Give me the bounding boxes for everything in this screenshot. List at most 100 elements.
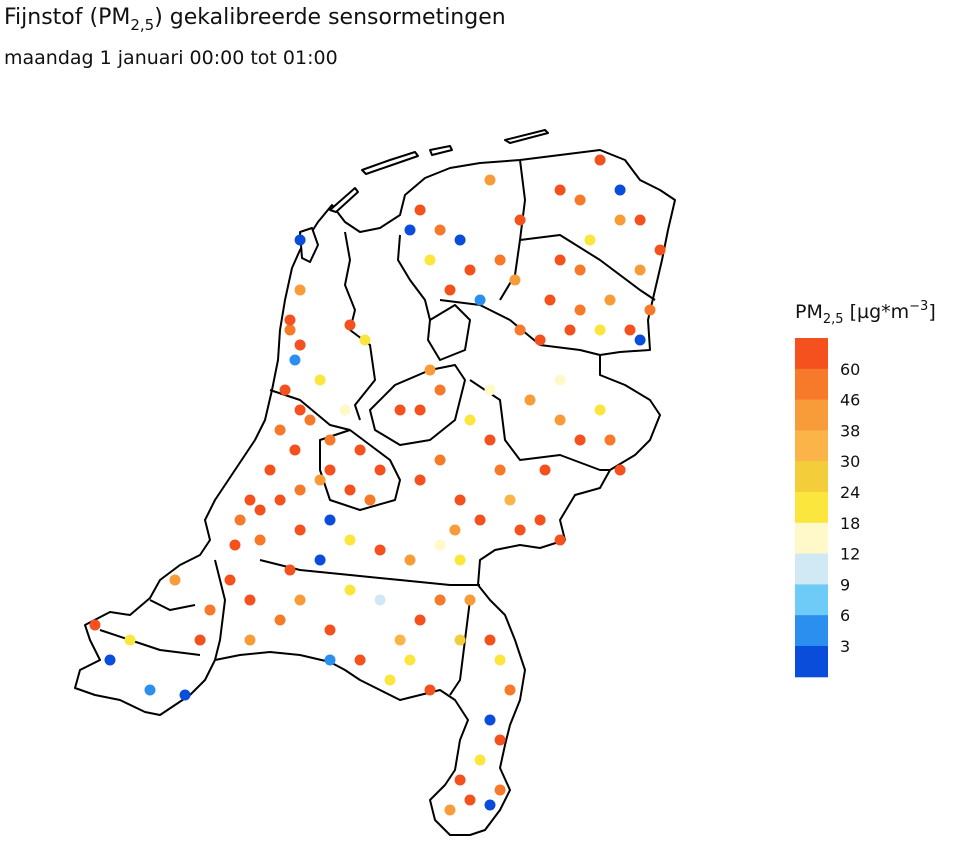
sensor-dot	[574, 194, 586, 206]
legend-band	[795, 553, 828, 585]
sensor-dot	[294, 404, 306, 416]
sensor-dot	[634, 214, 646, 226]
sensor-dot	[484, 434, 496, 446]
sensor-dot	[344, 584, 356, 596]
legend-band	[795, 368, 828, 401]
sensor-dot	[284, 314, 296, 326]
sensor-dot	[474, 294, 486, 306]
sensor-dot	[484, 634, 496, 646]
legend-tick-label: 60	[840, 360, 860, 379]
sensor-dot	[324, 654, 336, 666]
sensor-dot	[504, 684, 516, 696]
legend-band	[795, 492, 828, 524]
sensor-dot	[314, 554, 326, 566]
legend-title-subscript: 2,5	[823, 312, 844, 327]
sensor-dot	[554, 414, 566, 426]
sensor-dot	[254, 504, 266, 516]
sensor-dot	[454, 774, 466, 786]
sensor-dot	[289, 444, 301, 456]
sensor-dot	[594, 154, 606, 166]
sensor-dot	[244, 494, 256, 506]
legend-band	[795, 338, 828, 370]
sensor-dot	[574, 434, 586, 446]
sensor-dot	[454, 234, 466, 246]
province-border	[439, 299, 601, 356]
legend-band	[795, 461, 828, 493]
sensor-dot	[554, 534, 566, 546]
sensor-dot	[374, 594, 386, 606]
island	[299, 227, 319, 263]
legend-tick-label: 9	[840, 575, 850, 594]
province-border	[319, 429, 401, 511]
sensor-dot	[344, 319, 356, 331]
province-border	[449, 599, 471, 696]
legend-band	[795, 430, 828, 462]
sensor-dot	[304, 414, 316, 426]
sensor-dot	[144, 684, 156, 696]
sensor-dot	[344, 484, 356, 496]
sensor-dot	[314, 374, 326, 386]
water-channel	[99, 629, 201, 656]
sensor-dot	[414, 404, 426, 416]
legend-tick-label: 6	[840, 606, 850, 625]
sensor-dot	[374, 464, 386, 476]
sensor-dot	[204, 604, 216, 616]
subtitle: maandag 1 januari 00:00 tot 01:00	[4, 47, 338, 69]
sensor-dot	[404, 654, 416, 666]
sensor-dot	[464, 414, 476, 426]
sensor-dot	[374, 544, 386, 556]
sensor-dot	[434, 384, 446, 396]
province-border	[469, 379, 610, 471]
legend-tick-label: 12	[840, 545, 860, 564]
sensor-dot	[434, 539, 446, 551]
sensor-dot	[124, 634, 136, 646]
sensor-dot	[604, 434, 616, 446]
sensor-dot	[484, 174, 496, 186]
sensor-dot	[494, 464, 506, 476]
sensor-dot	[554, 374, 566, 386]
legend: 60 46 38 30 24 18 12 9 6 3	[795, 338, 860, 678]
sensor-dot	[424, 364, 436, 376]
sensor-dot	[494, 654, 506, 666]
sensor-dot	[89, 619, 101, 631]
sensor-dot	[244, 594, 256, 606]
legend-title-superscript: −3	[909, 299, 928, 314]
sensor-dot	[464, 594, 476, 606]
sensor-dot	[474, 754, 486, 766]
sensor-dot	[324, 514, 336, 526]
sensor-dot	[414, 474, 426, 486]
sensor-dot	[504, 494, 516, 506]
legend-band	[795, 584, 828, 616]
legend-title-text: [µg*m	[844, 301, 910, 323]
island	[329, 187, 359, 213]
sensor-dot	[224, 574, 236, 586]
sensor-dot	[634, 264, 646, 276]
sensor-dot	[644, 304, 656, 316]
sensor-dot	[294, 284, 306, 296]
legend-band	[795, 615, 828, 647]
sensor-dot	[514, 324, 526, 336]
sensor-dot	[554, 184, 566, 196]
sensor-dot	[324, 434, 336, 446]
sensor-dot	[279, 384, 291, 396]
sensor-dot	[179, 689, 191, 701]
sensor-dot	[514, 214, 526, 226]
legend-title-text: PM	[795, 301, 823, 323]
island	[504, 129, 549, 144]
sensor-dot	[524, 394, 536, 406]
island	[361, 151, 419, 175]
sensor-dot	[229, 539, 241, 551]
sensor-dot	[354, 444, 366, 456]
sensor-dot	[339, 404, 351, 416]
sensor-dot	[274, 494, 286, 506]
sensor-dot	[574, 304, 586, 316]
sensor-dot	[324, 464, 336, 476]
sensor-dot	[294, 524, 306, 536]
sensor-dot	[509, 274, 521, 286]
sensor-dot	[424, 684, 436, 696]
sensor-dot	[344, 534, 356, 546]
sensor-dot	[424, 254, 436, 266]
sensor-dot	[494, 254, 506, 266]
legend-tick-label: 46	[840, 391, 860, 410]
island	[429, 145, 453, 156]
